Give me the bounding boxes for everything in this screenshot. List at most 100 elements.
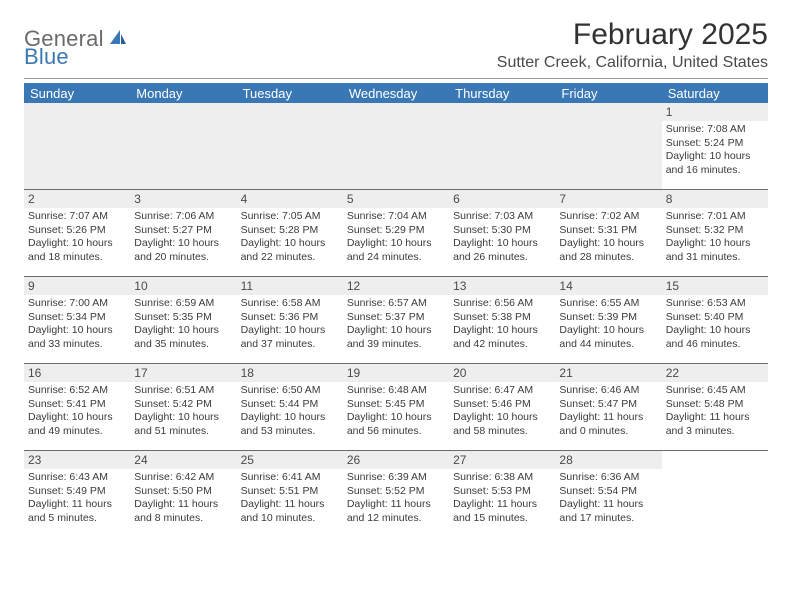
sunrise-text: Sunrise: 6:48 AM — [347, 384, 445, 397]
dayname: Friday — [555, 86, 661, 101]
day-number: 6 — [449, 190, 555, 208]
sunrise-text: Sunrise: 6:58 AM — [241, 297, 339, 310]
day-cell: 15Sunrise: 6:53 AMSunset: 5:40 PMDayligh… — [662, 277, 768, 363]
daylight2-text: and 5 minutes. — [28, 512, 126, 525]
sunset-text: Sunset: 5:39 PM — [559, 311, 657, 324]
day-number: 8 — [662, 190, 768, 208]
daylight2-text: and 44 minutes. — [559, 338, 657, 351]
sunset-text: Sunset: 5:27 PM — [134, 224, 232, 237]
day-number: 16 — [24, 364, 130, 382]
day-cell: 13Sunrise: 6:56 AMSunset: 5:38 PMDayligh… — [449, 277, 555, 363]
daylight2-text: and 49 minutes. — [28, 425, 126, 438]
daylight2-text: and 15 minutes. — [453, 512, 551, 525]
day-number: 25 — [237, 451, 343, 469]
daylight2-text: and 22 minutes. — [241, 251, 339, 264]
sunset-text: Sunset: 5:44 PM — [241, 398, 339, 411]
sunset-text: Sunset: 5:42 PM — [134, 398, 232, 411]
day-cell: 6Sunrise: 7:03 AMSunset: 5:30 PMDaylight… — [449, 190, 555, 276]
daylight1-text: Daylight: 10 hours — [134, 411, 232, 424]
day-cell: 10Sunrise: 6:59 AMSunset: 5:35 PMDayligh… — [130, 277, 236, 363]
day-number: 23 — [24, 451, 130, 469]
daylight1-text: Daylight: 10 hours — [453, 324, 551, 337]
day-cell: 16Sunrise: 6:52 AMSunset: 5:41 PMDayligh… — [24, 364, 130, 450]
logo-sail-icon — [108, 28, 128, 51]
daylight1-text: Daylight: 10 hours — [28, 237, 126, 250]
day-cell — [237, 103, 343, 189]
sunset-text: Sunset: 5:28 PM — [241, 224, 339, 237]
day-number: 7 — [555, 190, 661, 208]
dayname: Wednesday — [343, 86, 449, 101]
sunrise-text: Sunrise: 7:07 AM — [28, 210, 126, 223]
daylight2-text: and 46 minutes. — [666, 338, 764, 351]
daylight1-text: Daylight: 10 hours — [28, 411, 126, 424]
daylight2-text: and 10 minutes. — [241, 512, 339, 525]
sunset-text: Sunset: 5:37 PM — [347, 311, 445, 324]
daylight2-text: and 31 minutes. — [666, 251, 764, 264]
day-cell: 4Sunrise: 7:05 AMSunset: 5:28 PMDaylight… — [237, 190, 343, 276]
daylight1-text: Daylight: 11 hours — [559, 411, 657, 424]
daylight2-text: and 33 minutes. — [28, 338, 126, 351]
day-number: 27 — [449, 451, 555, 469]
week-row: 2Sunrise: 7:07 AMSunset: 5:26 PMDaylight… — [24, 190, 768, 277]
daylight1-text: Daylight: 11 hours — [347, 498, 445, 511]
daylight2-text: and 3 minutes. — [666, 425, 764, 438]
daylight2-text: and 8 minutes. — [134, 512, 232, 525]
day-number: 2 — [24, 190, 130, 208]
daylight2-text: and 39 minutes. — [347, 338, 445, 351]
day-number: 21 — [555, 364, 661, 382]
daylight1-text: Daylight: 10 hours — [666, 324, 764, 337]
daylight1-text: Daylight: 10 hours — [559, 324, 657, 337]
sunrise-text: Sunrise: 6:39 AM — [347, 471, 445, 484]
daylight2-text: and 17 minutes. — [559, 512, 657, 525]
sunrise-text: Sunrise: 6:46 AM — [559, 384, 657, 397]
daylight1-text: Daylight: 10 hours — [453, 237, 551, 250]
daylight1-text: Daylight: 11 hours — [559, 498, 657, 511]
sunset-text: Sunset: 5:46 PM — [453, 398, 551, 411]
day-cell — [130, 103, 236, 189]
day-number: 28 — [555, 451, 661, 469]
sunset-text: Sunset: 5:47 PM — [559, 398, 657, 411]
daylight1-text: Daylight: 10 hours — [666, 150, 764, 163]
logo-text-blue: Blue — [24, 44, 69, 69]
day-cell: 26Sunrise: 6:39 AMSunset: 5:52 PMDayligh… — [343, 451, 449, 537]
day-number: 9 — [24, 277, 130, 295]
daylight2-text: and 35 minutes. — [134, 338, 232, 351]
sunset-text: Sunset: 5:31 PM — [559, 224, 657, 237]
day-number: 26 — [343, 451, 449, 469]
day-number: 5 — [343, 190, 449, 208]
day-cell: 1Sunrise: 7:08 AMSunset: 5:24 PMDaylight… — [662, 103, 768, 189]
day-cell: 18Sunrise: 6:50 AMSunset: 5:44 PMDayligh… — [237, 364, 343, 450]
sunrise-text: Sunrise: 6:51 AM — [134, 384, 232, 397]
sunset-text: Sunset: 5:50 PM — [134, 485, 232, 498]
dayname: Saturday — [662, 86, 768, 101]
sunrise-text: Sunrise: 7:04 AM — [347, 210, 445, 223]
sunset-text: Sunset: 5:48 PM — [666, 398, 764, 411]
day-cell: 11Sunrise: 6:58 AMSunset: 5:36 PMDayligh… — [237, 277, 343, 363]
sunrise-text: Sunrise: 7:01 AM — [666, 210, 764, 223]
sunrise-text: Sunrise: 7:00 AM — [28, 297, 126, 310]
sunset-text: Sunset: 5:32 PM — [666, 224, 764, 237]
daylight1-text: Daylight: 11 hours — [453, 498, 551, 511]
day-number: 20 — [449, 364, 555, 382]
sunrise-text: Sunrise: 6:56 AM — [453, 297, 551, 310]
day-number: 10 — [130, 277, 236, 295]
daylight2-text: and 28 minutes. — [559, 251, 657, 264]
sunrise-text: Sunrise: 7:06 AM — [134, 210, 232, 223]
daylight1-text: Daylight: 10 hours — [241, 324, 339, 337]
sunset-text: Sunset: 5:36 PM — [241, 311, 339, 324]
calendar: SundayMondayTuesdayWednesdayThursdayFrid… — [24, 83, 768, 537]
daylight1-text: Daylight: 10 hours — [134, 237, 232, 250]
sunset-text: Sunset: 5:34 PM — [28, 311, 126, 324]
sunset-text: Sunset: 5:24 PM — [666, 137, 764, 150]
day-number: 3 — [130, 190, 236, 208]
day-number: 12 — [343, 277, 449, 295]
day-cell: 24Sunrise: 6:42 AMSunset: 5:50 PMDayligh… — [130, 451, 236, 537]
day-cell: 21 Sunrise: 6:46 AMSunset: 5:47 PMDayligh… — [555, 364, 661, 450]
day-cell: 5Sunrise: 7:04 AMSunset: 5:29 PMDaylight… — [343, 190, 449, 276]
daylight1-text: Daylight: 10 hours — [241, 411, 339, 424]
dayname: Thursday — [449, 86, 555, 101]
sunrise-text: Sunrise: 6:57 AM — [347, 297, 445, 310]
sunset-text: Sunset: 5:45 PM — [347, 398, 445, 411]
sunset-text: Sunset: 5:38 PM — [453, 311, 551, 324]
daylight2-text: and 20 minutes. — [134, 251, 232, 264]
